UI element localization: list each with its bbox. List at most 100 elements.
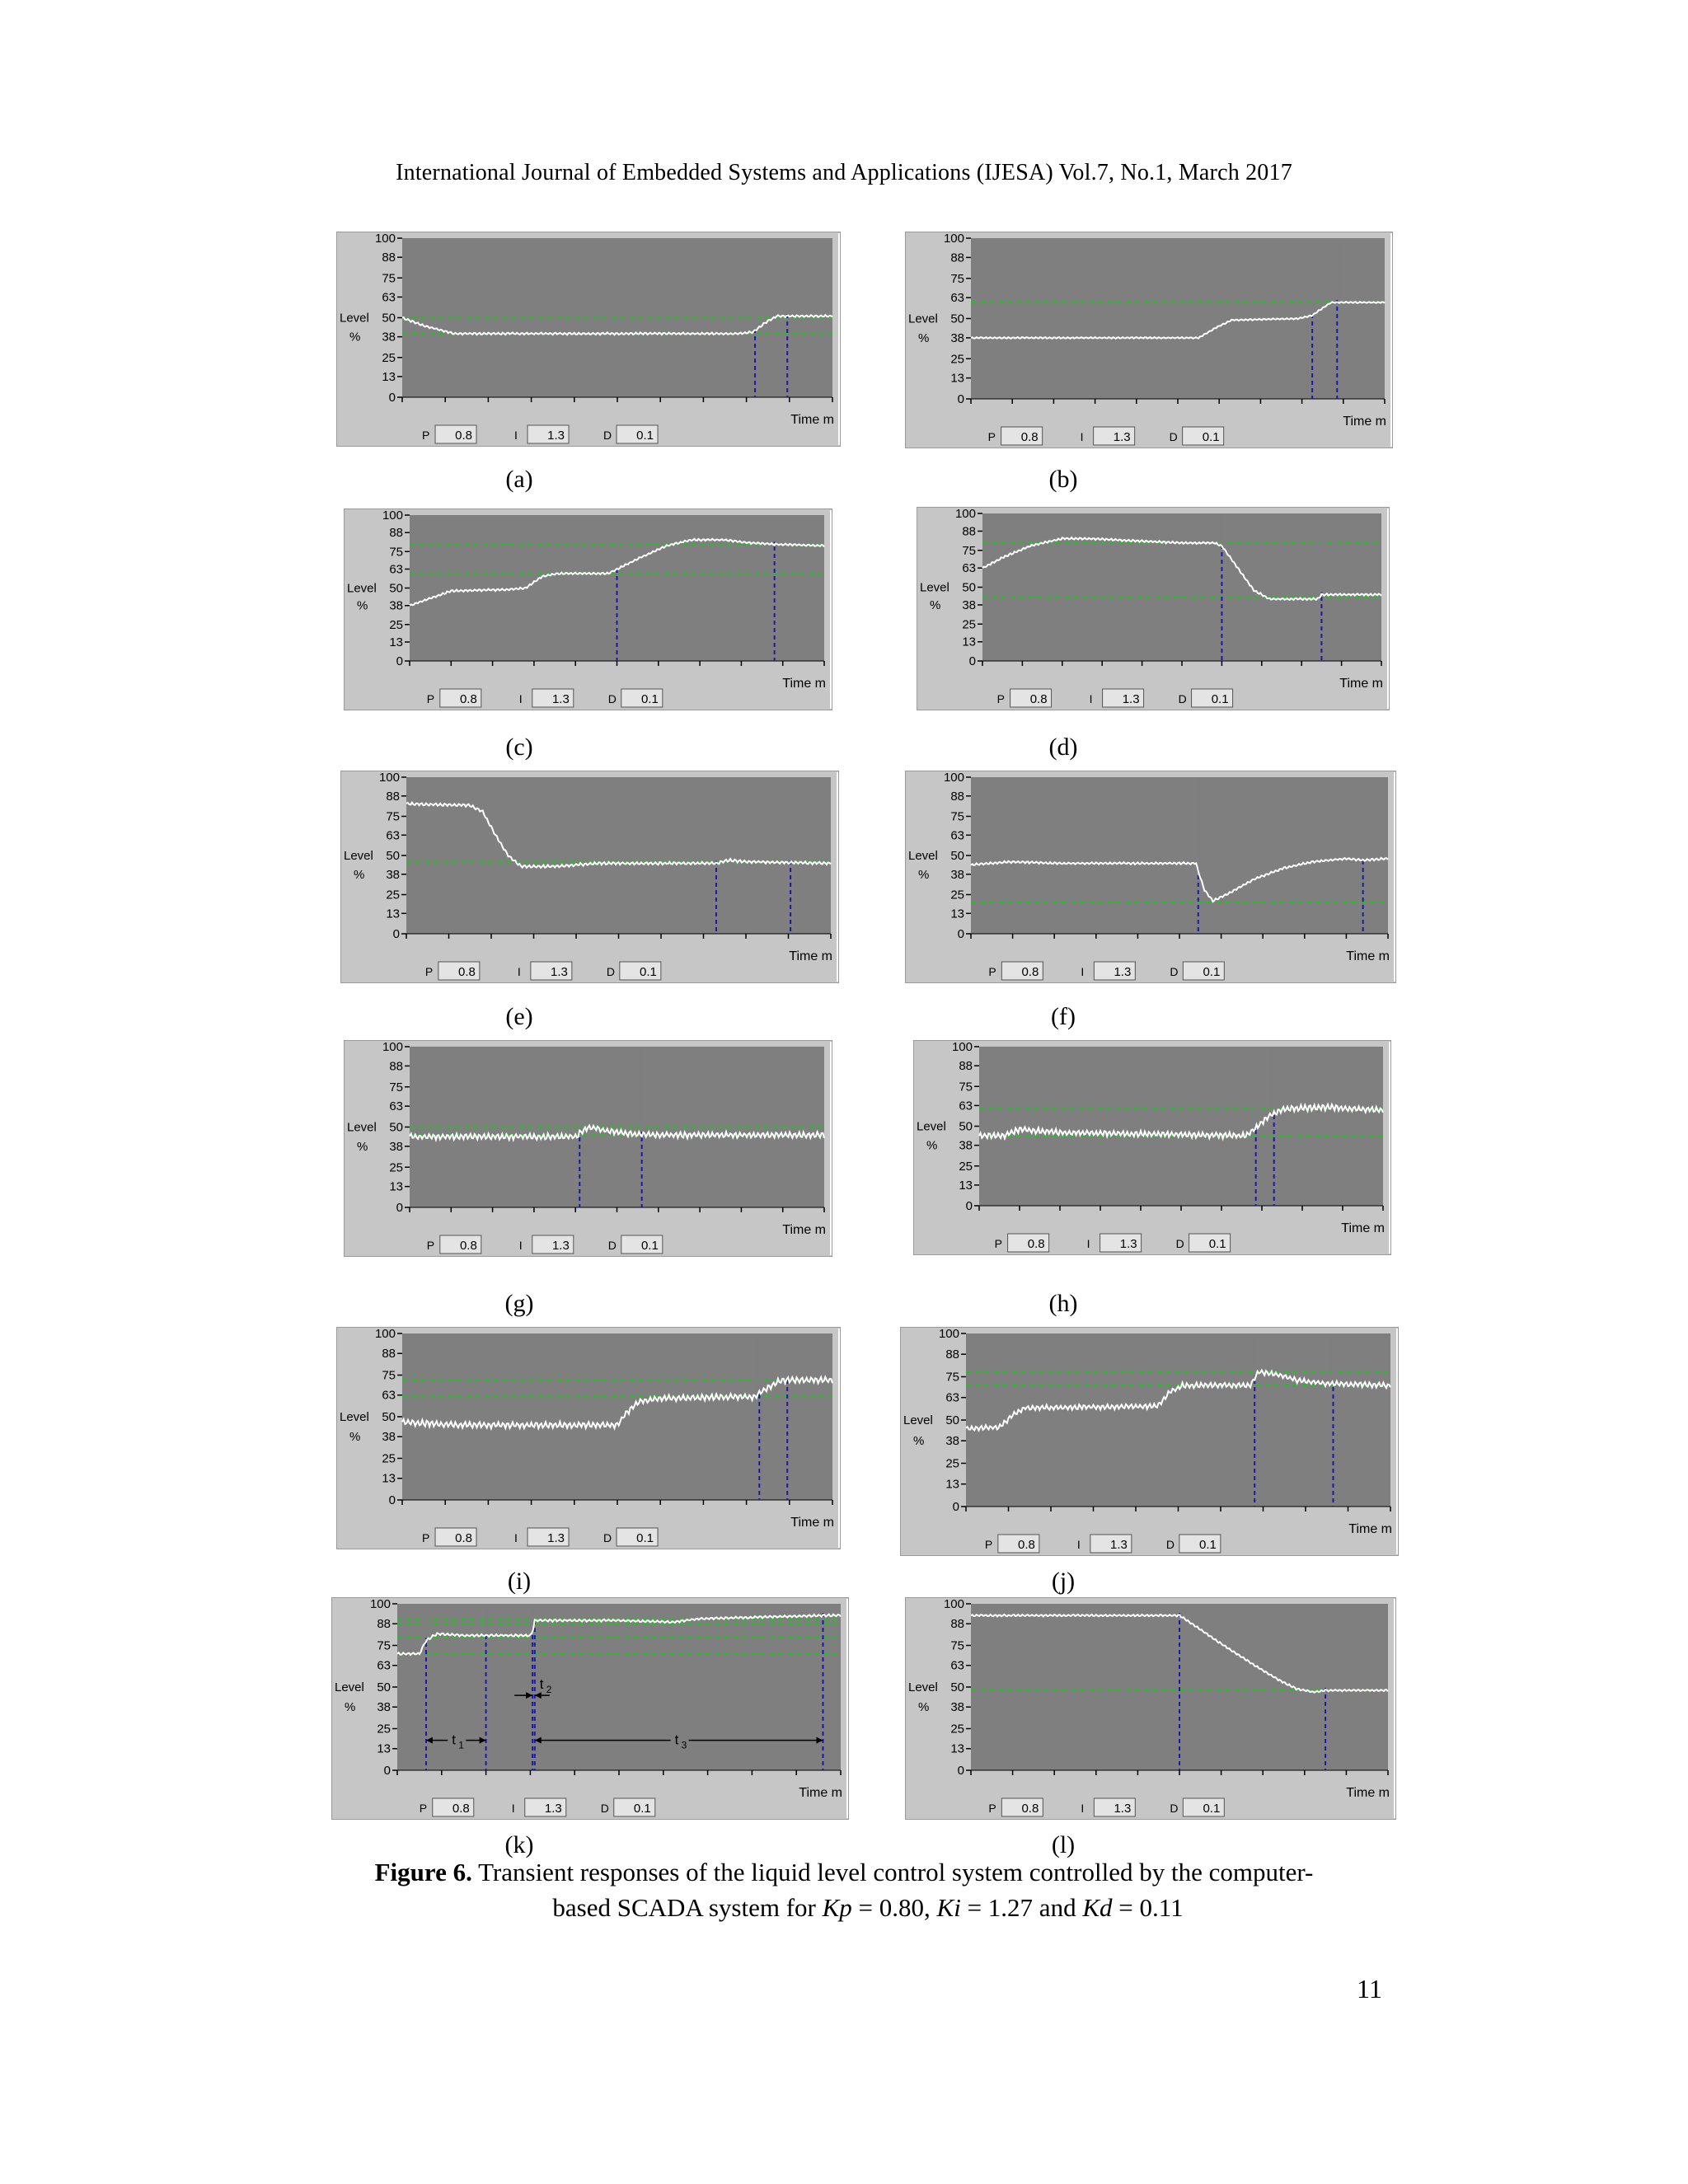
p-gain-value: 0.8 <box>1018 1538 1035 1552</box>
y-tick-label: 13 <box>950 907 964 921</box>
y-tick-label: 100 <box>375 1327 396 1341</box>
p-gain-label: P <box>422 429 429 442</box>
i-gain-label: I <box>1081 965 1084 978</box>
level-trace <box>970 300 1386 340</box>
p-gain-label: P <box>995 1237 1002 1250</box>
p-gain-box <box>1007 1233 1050 1253</box>
d-gain-box <box>621 1235 663 1254</box>
p-gain-label: P <box>988 430 996 443</box>
y-tick-label: 75 <box>945 1371 959 1385</box>
i-gain-box <box>1093 961 1136 981</box>
i-gain-value: 1.3 <box>547 1531 565 1545</box>
y-tick-label: 63 <box>950 1659 964 1673</box>
y-tick-label: 38 <box>950 331 964 345</box>
y-tick-label: 75 <box>386 810 400 824</box>
y-tick-label: 50 <box>962 581 976 595</box>
y-tick-label: 25 <box>377 1722 391 1736</box>
x-axis-title: Time m <box>790 1516 834 1530</box>
d-gain-label: D <box>608 692 617 705</box>
p-gain-box <box>432 1797 475 1817</box>
y-tick-label: 100 <box>382 509 403 523</box>
y-tick-label: 38 <box>377 1700 391 1714</box>
p-gain-value: 0.8 <box>452 1802 470 1816</box>
p-gain-value: 0.8 <box>1028 1237 1045 1251</box>
i-gain-label: I <box>514 429 518 442</box>
p-gain-box <box>439 688 482 708</box>
y-tick-label: 100 <box>370 1597 391 1611</box>
chart-panel: 0 13 25 38 50 63 75 88 100 Level% Time m P 0.8 I 1.3 D 0… <box>905 232 1393 448</box>
y-tick-label: 38 <box>382 1430 396 1444</box>
y-tick-label: 0 <box>969 654 976 668</box>
i-gain-value: 1.3 <box>1114 1802 1131 1816</box>
y-tick-label: 38 <box>962 598 976 612</box>
i-gain-label: I <box>1077 1538 1081 1551</box>
y-tick-label: 63 <box>377 1659 391 1673</box>
y-axis-unit: % <box>354 868 364 882</box>
p-gain-box <box>1001 1797 1043 1817</box>
y-tick-label: 100 <box>382 1040 403 1054</box>
d-gain-value: 0.1 <box>1203 1802 1220 1816</box>
y-axis-unit: % <box>357 599 368 613</box>
y-axis-title: Level <box>344 849 373 863</box>
d-gain-box <box>1179 1534 1221 1554</box>
level-trace <box>409 1123 825 1143</box>
d-gain-box <box>1189 1233 1231 1253</box>
y-axis-title: Level <box>347 582 377 596</box>
i-gain-value: 1.3 <box>1120 1237 1137 1251</box>
p-gain-value: 0.8 <box>1021 430 1039 444</box>
y-tick-label: 38 <box>389 1140 403 1154</box>
y-tick-label: 0 <box>396 654 403 668</box>
y-axis-title: Level <box>340 1410 369 1424</box>
caption-label: Figure 6. <box>374 1858 472 1886</box>
y-tick-label: 100 <box>944 1597 964 1611</box>
y-tick-label: 100 <box>944 771 964 785</box>
kp-symbol: Kp <box>822 1893 852 1922</box>
panel-label: (i) <box>507 1568 532 1595</box>
x-axis-title: Time m <box>789 949 832 963</box>
p-gain-label: P <box>985 1538 992 1551</box>
d-gain-box <box>616 424 659 444</box>
d-gain-value: 0.1 <box>1212 692 1229 706</box>
d-gain-value: 0.1 <box>1199 1538 1217 1552</box>
y-tick-label: 88 <box>962 524 976 538</box>
y-tick-label: 75 <box>382 271 396 285</box>
journal-header: International Journal of Embedded System… <box>396 160 1292 185</box>
d-gain-label: D <box>1170 430 1178 443</box>
y-tick-label: 63 <box>389 1099 403 1113</box>
d-gain-value: 0.1 <box>636 429 654 443</box>
y-tick-label: 38 <box>389 599 403 613</box>
y-tick-label: 63 <box>945 1391 959 1405</box>
p-gain-value: 0.8 <box>460 692 477 706</box>
y-tick-label: 88 <box>382 251 396 265</box>
d-gain-value: 0.1 <box>641 1239 659 1253</box>
y-tick-label: 100 <box>375 232 396 246</box>
y-tick-label: 88 <box>950 790 964 804</box>
y-tick-label: 50 <box>950 849 964 863</box>
y-tick-label: 13 <box>945 1478 959 1492</box>
caption-line-2: based SCADA system for Kp = 0.80, Ki = 1… <box>0 1890 1688 1925</box>
d-gain-value: 0.1 <box>634 1802 651 1816</box>
y-tick-label: 25 <box>389 618 403 632</box>
y-tick-label: 88 <box>389 526 403 540</box>
caption-text-1: Transient responses of the liquid level … <box>478 1858 1314 1886</box>
y-tick-label: 13 <box>377 1742 391 1756</box>
y-tick-label: 63 <box>950 291 964 305</box>
y-axis-title: Level <box>908 849 938 863</box>
i-gain-value: 1.3 <box>547 429 565 443</box>
p-gain-label: P <box>427 692 434 705</box>
d-gain-box <box>1182 426 1225 446</box>
i-gain-box <box>532 688 574 708</box>
i-gain-box <box>532 1235 574 1254</box>
level-trace <box>409 537 825 607</box>
x-axis-title: Time m <box>1343 415 1386 429</box>
y-axis-unit: % <box>918 868 929 882</box>
level-trace <box>965 1368 1391 1433</box>
y-axis-unit: % <box>357 1140 368 1154</box>
y-tick-label: 25 <box>382 351 396 365</box>
y-tick-label: 13 <box>382 1472 396 1486</box>
panel-label: (g) <box>504 1290 534 1317</box>
interval-label: t <box>540 1676 544 1692</box>
y-tick-label: 88 <box>950 251 964 265</box>
plot-area <box>402 1333 832 1500</box>
y-tick-label: 0 <box>393 927 400 941</box>
